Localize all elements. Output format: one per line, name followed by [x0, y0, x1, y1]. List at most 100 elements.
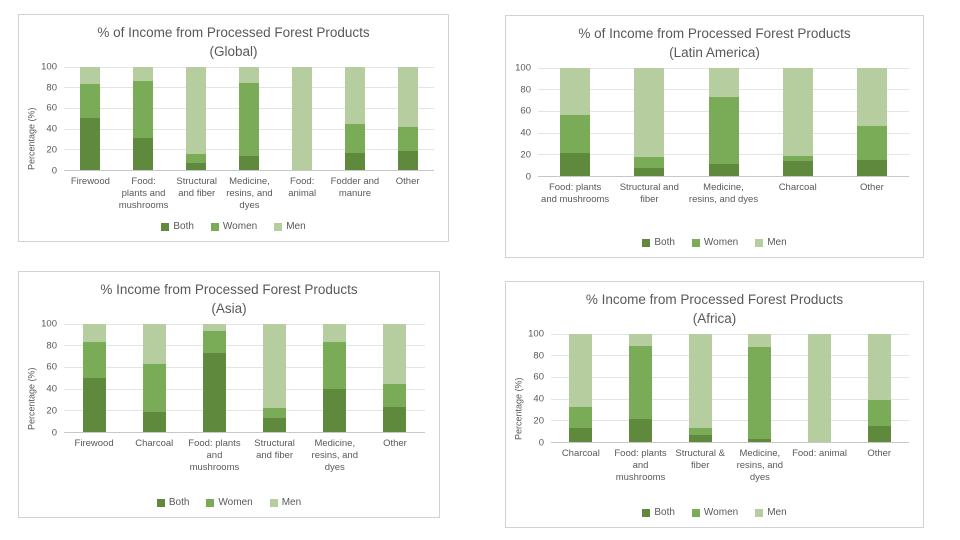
- category-label: Other: [867, 447, 892, 459]
- chart-main: 0 20 40 60 80 100 Food: plants and mushrooms S…: [512, 62, 909, 207]
- bar-segment-both: [569, 427, 593, 442]
- y-axis-title: Percentage (%): [26, 107, 37, 171]
- bar-segment-both: [629, 419, 652, 442]
- bar-segment-men: [867, 333, 891, 400]
- bar-column: [124, 323, 184, 432]
- bar-segment-men: [560, 67, 591, 116]
- bar-column: [170, 66, 223, 170]
- bar-segment-women: [867, 399, 891, 426]
- plot-row: 0 20 40 60 80 100: [512, 62, 909, 182]
- bar-column: [117, 66, 170, 170]
- stacked-bar: [239, 66, 259, 170]
- category-label: Structural & fiber: [675, 447, 725, 472]
- stacked-bar: [634, 67, 665, 176]
- bar-segment-both: [383, 406, 407, 432]
- bar-segment-both: [80, 118, 101, 170]
- bar-segment-both: [186, 162, 207, 170]
- bar-segment-men: [202, 323, 226, 332]
- bar-segment-women: [239, 83, 259, 157]
- stacked-bar: [142, 323, 166, 432]
- x-axis-labels: Food: plants and mushrooms Structural and…: [512, 182, 909, 207]
- bar-segment-men: [629, 333, 652, 346]
- plot-area: [64, 323, 425, 433]
- legend-swatch-icon: [161, 222, 170, 231]
- bar-column: [730, 333, 790, 442]
- gridline: [551, 376, 909, 378]
- chart-body: 0 20 40 60 80 100 Food: plants and mushrooms S…: [506, 62, 923, 207]
- bar-column: [835, 67, 909, 176]
- category-label: Structural and fiber: [619, 181, 679, 206]
- legend-item: Women: [691, 507, 738, 518]
- legend-item: Both: [161, 221, 194, 232]
- category-label: Food: plants and mushrooms: [188, 437, 241, 474]
- stacked-bar: [291, 66, 312, 170]
- legend-label: Women: [222, 221, 258, 232]
- chart-title: % of Income from Processed Forest Produc…: [27, 24, 440, 62]
- chart-title-line2: (Latin America): [669, 44, 760, 60]
- y-axis-ticks: 0 20 40 60 80 100: [38, 318, 64, 438]
- bar-segment-men: [634, 67, 665, 158]
- y-tick-label: 0: [51, 427, 57, 439]
- gridline: [551, 355, 909, 357]
- legend-swatch-icon: [642, 508, 651, 517]
- category-label: Fodder and manure: [330, 175, 380, 200]
- category-label: Other: [860, 181, 884, 193]
- y-tick-label: 20: [520, 149, 531, 161]
- category-label: Firewood: [70, 175, 110, 187]
- y-tick-label: 60: [533, 371, 544, 383]
- bar-column: [381, 66, 434, 170]
- bar-column: [223, 66, 276, 170]
- bar-column: [849, 333, 909, 442]
- stacked-bar: [808, 333, 832, 442]
- bar-segment-women: [782, 156, 813, 161]
- y-tick-label: 60: [46, 361, 57, 373]
- bar-segment-women: [142, 363, 166, 413]
- legend: Both Women Men: [506, 237, 923, 248]
- stacked-bar: [80, 66, 101, 170]
- y-tick-label: 80: [520, 84, 531, 96]
- y-tick-label: 0: [525, 171, 531, 183]
- y-tick-label: 60: [520, 105, 531, 117]
- legend-item: Both: [156, 497, 189, 508]
- plot-area: [64, 66, 434, 171]
- stacked-bar: [782, 67, 813, 176]
- legend-label: Men: [767, 507, 787, 518]
- y-tick-label: 60: [46, 102, 57, 114]
- bar-column: [328, 66, 381, 170]
- y-axis-title: Percentage (%): [513, 377, 524, 440]
- legend-item: Both: [642, 237, 675, 248]
- legend-label: Men: [281, 497, 302, 508]
- bar-segment-women: [397, 126, 418, 152]
- stacked-bar: [867, 333, 891, 442]
- chart-body: Percentage (%) 0 20 40 60 80 100 Charcoal Food…: [506, 328, 923, 485]
- legend-swatch-icon: [642, 238, 651, 247]
- stacked-bar: [383, 323, 407, 432]
- gridline: [64, 388, 425, 390]
- chart-title: % Income from Processed Forest Products (…: [27, 281, 431, 319]
- category-label: Medicine, resins, and dyes: [688, 181, 759, 206]
- bar-segment-men: [569, 333, 593, 408]
- chart-body: Percentage (%) 0 20 40 60 80 100 Firewood Food…: [19, 61, 448, 213]
- bar-column: [275, 66, 328, 170]
- bar-column: [305, 323, 365, 432]
- stacked-bar: [856, 67, 887, 176]
- bar-segment-women: [569, 407, 593, 428]
- legend-item: Men: [755, 507, 787, 518]
- x-axis-spacer: [525, 448, 551, 485]
- bar-segment-women: [202, 331, 226, 353]
- bar-column: [551, 333, 611, 442]
- bar-segment-women: [634, 157, 665, 169]
- chart-title-line1: % Income from Processed Forest Products: [585, 292, 844, 307]
- bar-segment-men: [397, 66, 418, 127]
- bar-segment-men: [142, 323, 166, 364]
- legend-item: Men: [274, 221, 306, 232]
- legend-item: Women: [206, 497, 253, 508]
- chart-panel-latin-america: % of Income from Processed Forest Produc…: [505, 15, 924, 258]
- y-tick-label: 20: [46, 144, 57, 156]
- legend-label: Both: [654, 507, 675, 518]
- y-tick-label: 80: [46, 82, 57, 94]
- bar-segment-both: [782, 160, 813, 176]
- legend: Both Women Men: [506, 507, 923, 518]
- bar-segment-both: [867, 425, 891, 442]
- stacked-bar: [569, 333, 593, 442]
